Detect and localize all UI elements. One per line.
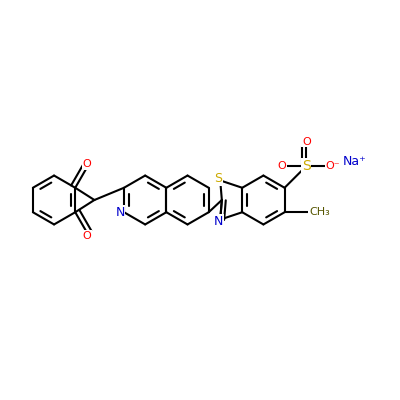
Text: N: N <box>115 206 125 219</box>
Text: CH₃: CH₃ <box>309 207 330 217</box>
Text: S: S <box>214 172 222 185</box>
Text: O⁻: O⁻ <box>326 161 340 171</box>
Text: O: O <box>302 137 311 147</box>
Text: Na⁺: Na⁺ <box>342 155 366 168</box>
Text: S: S <box>302 159 311 173</box>
Text: O: O <box>83 231 92 241</box>
Text: O: O <box>278 161 286 171</box>
Text: N: N <box>214 215 223 228</box>
Text: O: O <box>83 159 92 169</box>
